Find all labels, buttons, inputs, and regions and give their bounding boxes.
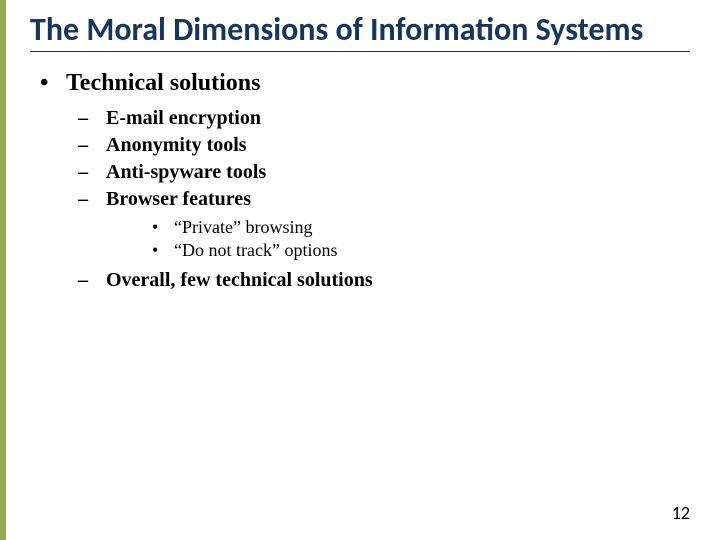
level2-text: Browser features <box>106 188 251 211</box>
dash-icon: – <box>78 107 106 130</box>
page-number: 12 <box>672 502 690 524</box>
bullet-level2: – Overall, few technical solutions <box>78 269 690 292</box>
bullet-level2: – Anti-spyware tools <box>78 161 690 184</box>
slide-content: • Technical solutions – E-mail encryptio… <box>30 70 690 292</box>
bullet-level3: • “Private” browsing <box>152 217 690 238</box>
level1-text: Technical solutions <box>66 70 261 97</box>
bullet-icon: • <box>40 70 66 97</box>
level3-group: • “Private” browsing • “Do not track” op… <box>78 217 690 261</box>
level3-text: “Do not track” options <box>174 240 337 261</box>
bullet-level2: – Browser features <box>78 188 690 211</box>
dash-icon: – <box>78 269 106 292</box>
level2-group: – E-mail encryption – Anonymity tools – … <box>40 107 690 292</box>
level2-text: Anti-spyware tools <box>106 161 266 184</box>
level2-text: Overall, few technical solutions <box>106 269 373 292</box>
bullet-level2: – E-mail encryption <box>78 107 690 130</box>
level3-text: “Private” browsing <box>174 217 312 238</box>
bullet-level1: • Technical solutions <box>40 70 690 97</box>
bullet-icon: • <box>152 217 174 238</box>
bullet-level3: • “Do not track” options <box>152 240 690 261</box>
slide: The Moral Dimensions of Information Syst… <box>0 0 720 540</box>
bullet-level2: – Anonymity tools <box>78 134 690 157</box>
level2-text: E-mail encryption <box>106 107 261 130</box>
bullet-icon: • <box>152 240 174 261</box>
slide-title: The Moral Dimensions of Information Syst… <box>30 12 690 52</box>
level2-text: Anonymity tools <box>106 134 247 157</box>
dash-icon: – <box>78 161 106 184</box>
dash-icon: – <box>78 188 106 211</box>
dash-icon: – <box>78 134 106 157</box>
